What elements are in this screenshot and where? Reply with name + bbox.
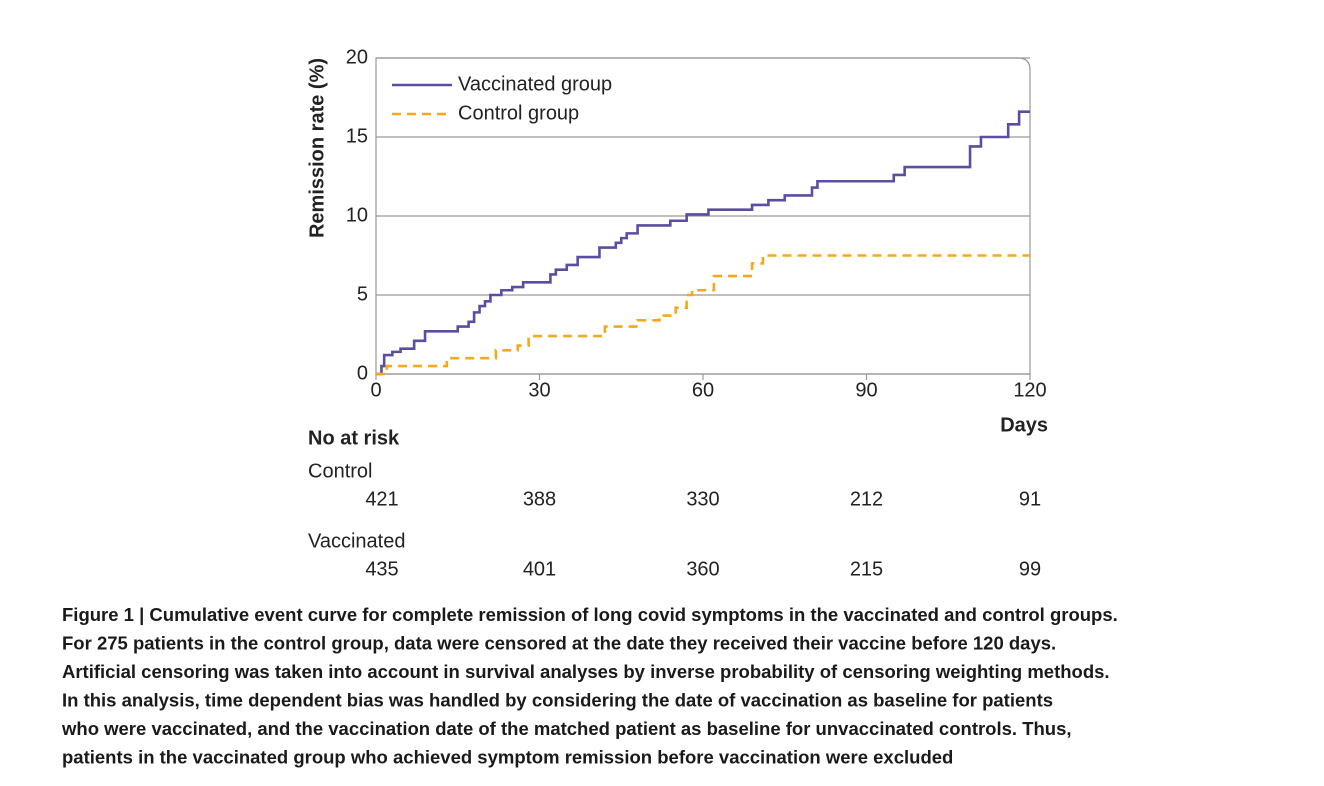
risk-row-label: Control <box>308 460 372 482</box>
y-tick-label: 10 <box>346 204 368 226</box>
y-tick-label: 20 <box>346 46 368 68</box>
risk-count: 99 <box>1019 558 1041 580</box>
step-line <box>376 110 1030 376</box>
legend-label: Vaccinated group <box>458 73 612 95</box>
x-tick-label: 90 <box>855 379 877 401</box>
y-tick-label: 0 <box>357 362 368 384</box>
risk-count: 91 <box>1019 488 1041 510</box>
risk-count: 401 <box>523 558 556 580</box>
y-axis-label: Remission rate (%) <box>306 58 328 238</box>
x-axis-label: Days <box>1000 414 1048 436</box>
x-tick-label: 60 <box>692 379 714 401</box>
risk-table-title: No at risk <box>308 427 400 449</box>
caption-line: patients in the vaccinated group who ach… <box>62 746 953 767</box>
risk-count: 212 <box>850 488 883 510</box>
legend-label: Control group <box>458 102 579 124</box>
x-tick-label: 120 <box>1013 379 1046 401</box>
x-tick-label: 0 <box>370 379 381 401</box>
caption-line: In this analysis, time dependent bias wa… <box>62 689 1053 710</box>
risk-row-label: Vaccinated <box>308 530 405 552</box>
caption-line: Figure 1 | Cumulative event curve for co… <box>62 604 1118 625</box>
y-tick-label: 5 <box>357 283 368 305</box>
risk-count: 215 <box>850 558 883 580</box>
caption-line: Artificial censoring was taken into acco… <box>62 661 1110 682</box>
x-tick-label: 30 <box>528 379 550 401</box>
caption-line: For 275 patients in the control group, d… <box>62 632 1056 653</box>
caption-line: who were vaccinated, and the vaccination… <box>61 718 1072 739</box>
risk-count: 435 <box>365 558 398 580</box>
risk-count: 330 <box>686 488 719 510</box>
risk-count: 388 <box>523 488 556 510</box>
risk-count: 421 <box>365 488 398 510</box>
step-line <box>376 254 1030 376</box>
y-tick-label: 15 <box>346 125 368 147</box>
risk-count: 360 <box>686 558 719 580</box>
